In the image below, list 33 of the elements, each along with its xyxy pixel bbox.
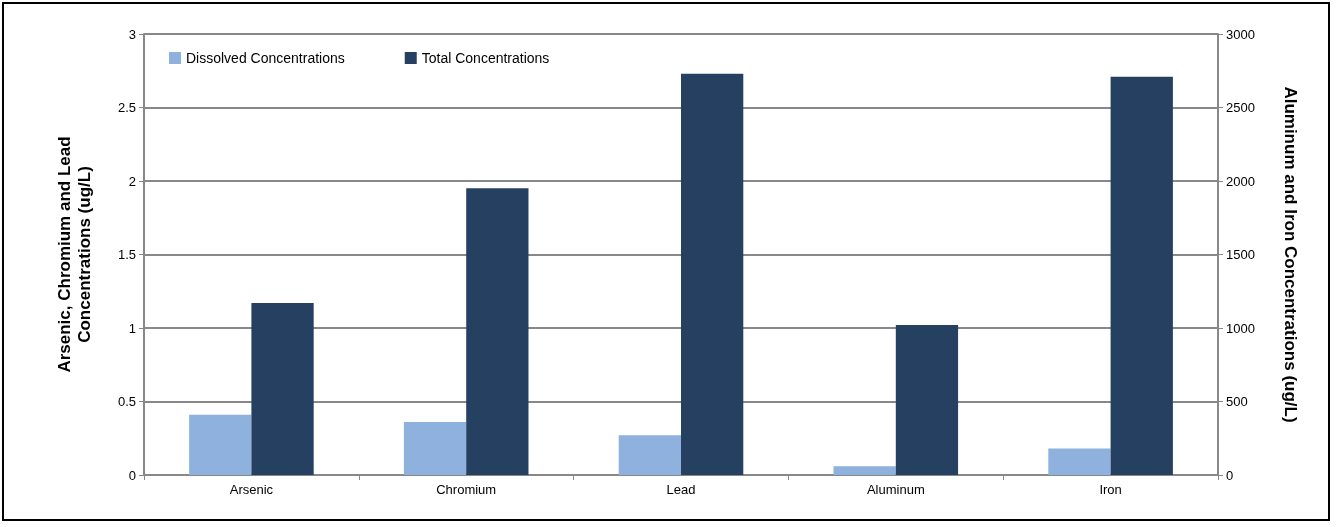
y2-tick-label: 1500 <box>1226 247 1255 262</box>
x-tick-label: Arsenic <box>229 482 274 497</box>
y2-tick-label: 1000 <box>1226 320 1255 336</box>
y-tick-label: 1.5 <box>117 247 136 262</box>
bar <box>251 303 314 475</box>
y-tick-label: 3 <box>128 26 136 42</box>
x-tick-label: Chromium <box>436 482 497 497</box>
x-tick-label: Lead <box>666 482 696 497</box>
y2-tick-label: 2000 <box>1226 173 1255 189</box>
y2-tick-label: 0 <box>1226 467 1234 483</box>
y2-tick-label: 3000 <box>1226 26 1255 42</box>
y2-tick-label: 2500 <box>1226 100 1255 115</box>
legend-label: Dissolved Concentrations <box>186 50 345 66</box>
bar <box>1048 448 1111 475</box>
bar <box>618 435 681 475</box>
x-tick-label: Aluminum <box>866 482 925 497</box>
bar <box>403 422 467 475</box>
y-tick-label: 0 <box>128 467 136 483</box>
y2-tick-label: 500 <box>1226 394 1248 409</box>
y-tick-label: 0.5 <box>117 394 136 409</box>
y-tick-label: 2 <box>128 173 136 189</box>
y-axis-title: Arsenic, Chromium and Lead Concentrations (ug/L) <box>54 136 94 373</box>
bar <box>681 73 744 475</box>
bar <box>466 188 529 475</box>
legend-label: Total Concentrations <box>421 50 550 66</box>
bar <box>833 466 896 475</box>
y2-axis-title: Aluminum and Iron Concentrations (ug/L) <box>1280 86 1300 423</box>
bar <box>189 414 252 475</box>
y-tick-label: 1 <box>128 320 136 336</box>
bar <box>895 325 959 475</box>
bar <box>1110 76 1173 475</box>
x-tick-label: Iron <box>1099 482 1122 497</box>
y-tick-label: 2.5 <box>117 100 136 115</box>
